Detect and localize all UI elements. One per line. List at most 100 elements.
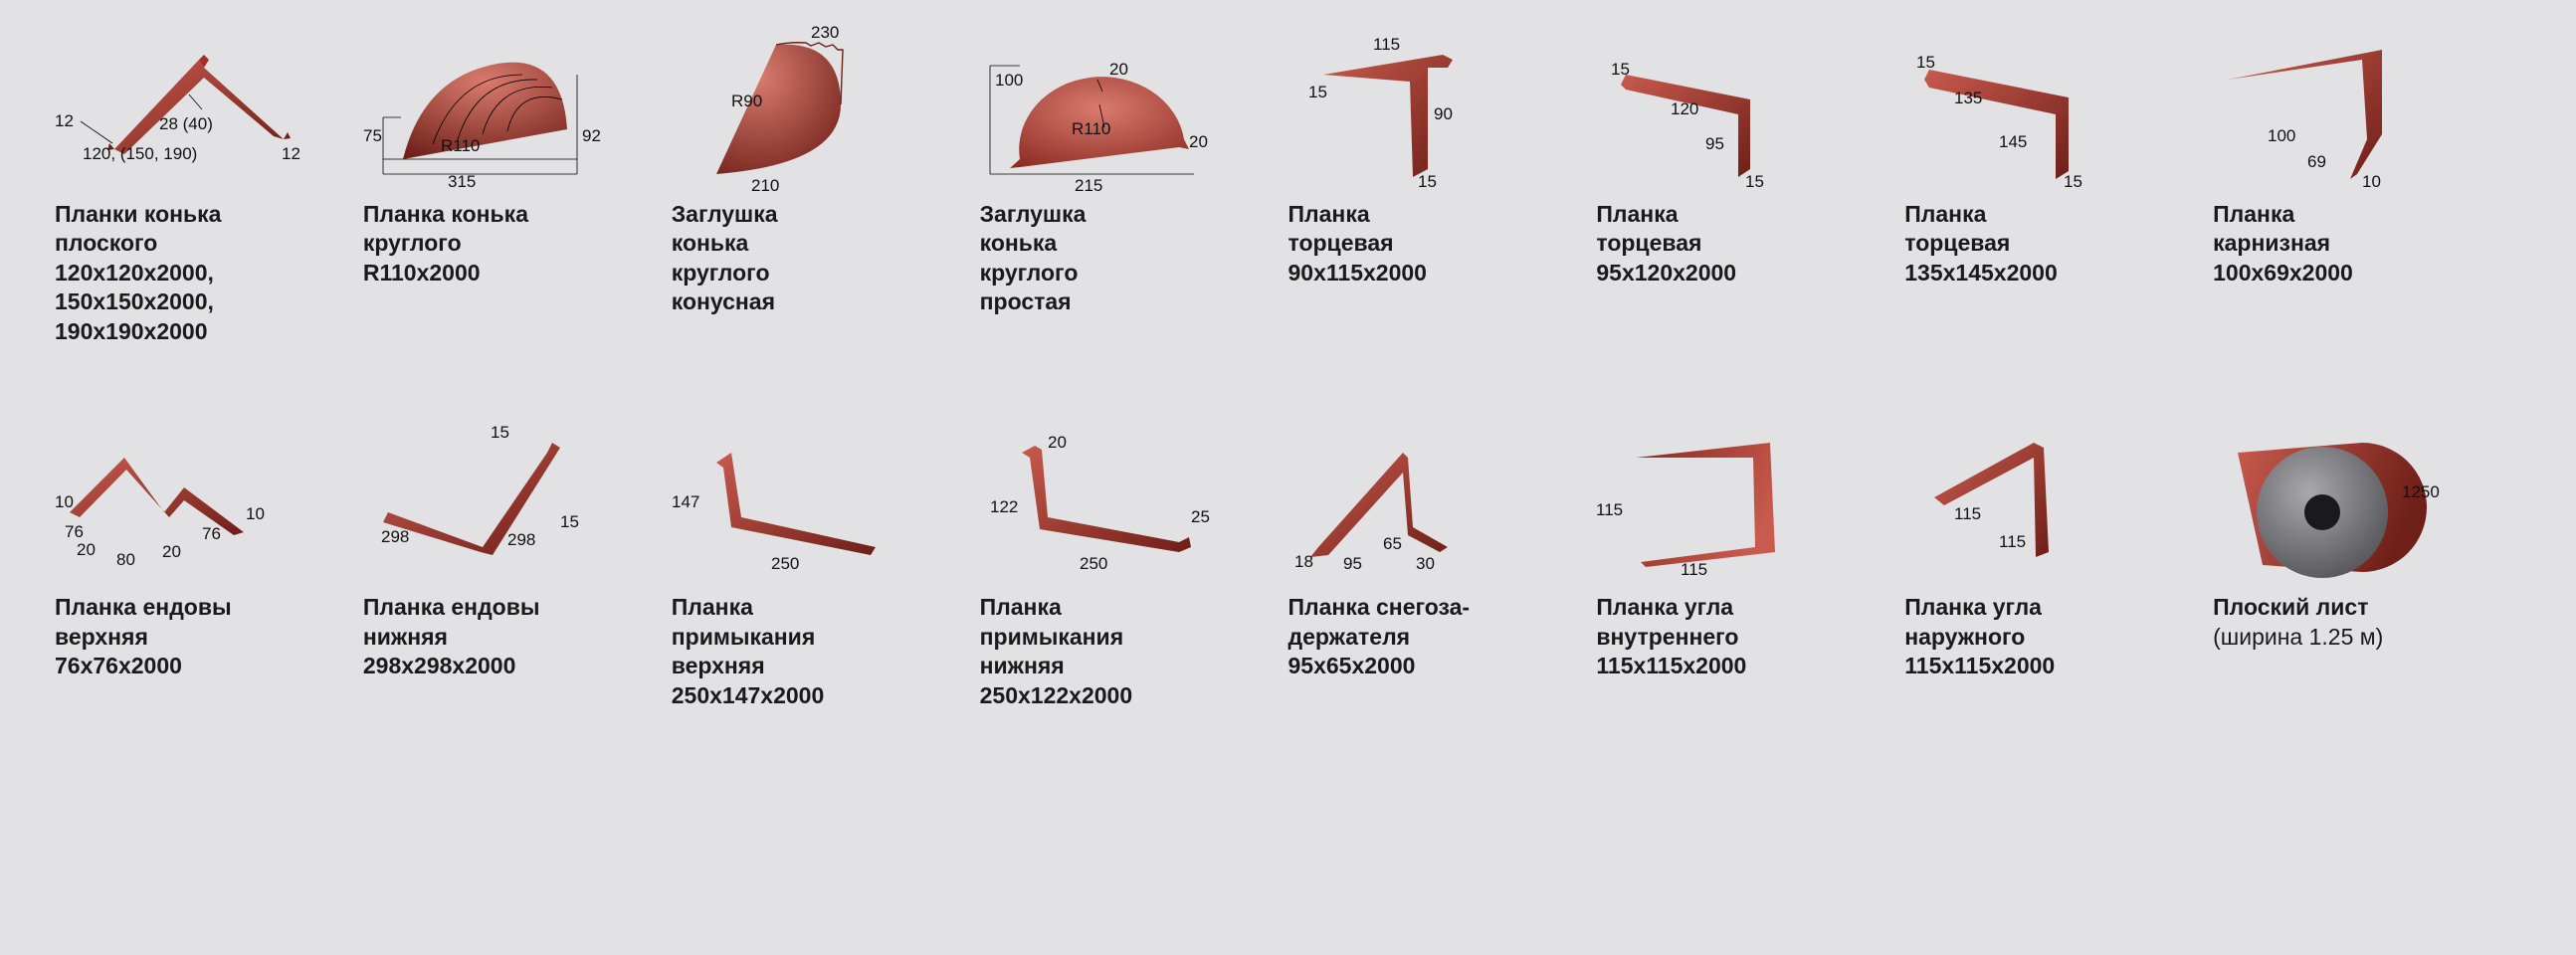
item-valley-top: 10 76 20 80 20 76 10 Планка ендовы верхн… — [55, 398, 363, 710]
item-flat-ridge: 12 28 (40) 120, (150, 190) 12 Планки кон… — [55, 20, 363, 346]
item-end-90: 115 15 90 15 Планка торцевая 90x115x2000 — [1288, 20, 1597, 346]
svg-text:80: 80 — [116, 550, 135, 569]
drawing-cone-cap: 230 R90 210 — [672, 20, 970, 194]
svg-text:250: 250 — [1080, 554, 1107, 573]
svg-text:18: 18 — [1294, 552, 1313, 571]
item-angle-in: 115 115 Планка угла внутреннего 115x115x… — [1596, 398, 1904, 710]
item-end-95: 15 120 95 15 Планка торцевая 95x120x2000 — [1596, 20, 1904, 346]
caption: Планка угла внутреннего 115x115x2000 — [1596, 593, 1894, 680]
row-1: 12 28 (40) 120, (150, 190) 12 Планки кон… — [55, 20, 2521, 346]
svg-text:75: 75 — [363, 126, 382, 145]
caption: Планки конька плоского 120x120x2000, 150… — [55, 200, 353, 346]
item-plain-cap: 20 100 R110 215 20 Заглушка конька кругл… — [980, 20, 1288, 346]
svg-text:10: 10 — [55, 492, 74, 511]
svg-text:76: 76 — [65, 522, 84, 541]
svg-text:95: 95 — [1343, 554, 1362, 573]
svg-text:115: 115 — [1954, 504, 1981, 523]
svg-text:315: 315 — [448, 172, 476, 191]
caption: Планка ендовы верхняя 76x76x2000 — [55, 593, 353, 680]
svg-text:76: 76 — [202, 524, 221, 543]
catalog-page: 12 28 (40) 120, (150, 190) 12 Планки кон… — [0, 0, 2576, 955]
item-eave: 100 69 10 Планка карнизная 100x69x2000 — [2213, 20, 2521, 346]
svg-text:15: 15 — [2064, 172, 2082, 191]
svg-text:10: 10 — [2362, 172, 2381, 191]
row-2: 10 76 20 80 20 76 10 Планка ендовы верхн… — [55, 398, 2521, 710]
svg-text:20: 20 — [1048, 433, 1067, 452]
svg-text:215: 215 — [1075, 176, 1102, 195]
caption: Планка угла наружного 115x115x2000 — [1904, 593, 2203, 680]
svg-text:R90: R90 — [731, 92, 762, 110]
drawing-abut-top: 147 250 — [672, 398, 970, 587]
svg-text:15: 15 — [1418, 172, 1437, 191]
drawing-plain-cap: 20 100 R110 215 20 — [980, 20, 1279, 194]
drawing-valley-bottom: 15 298 298 15 — [363, 398, 662, 587]
svg-text:145: 145 — [1999, 132, 2027, 151]
svg-text:92: 92 — [582, 126, 601, 145]
svg-text:115: 115 — [1373, 35, 1400, 54]
svg-text:30: 30 — [1416, 554, 1435, 573]
svg-text:15: 15 — [560, 512, 579, 531]
svg-text:135: 135 — [1954, 89, 1982, 107]
caption: Заглушка конька круглого простая — [980, 200, 1279, 317]
svg-text:R110: R110 — [1072, 119, 1110, 138]
svg-text:12: 12 — [282, 144, 300, 163]
svg-text:69: 69 — [2307, 152, 2326, 171]
caption: Планка торцевая 95x120x2000 — [1596, 200, 1894, 287]
caption: Планка снегоза- держателя 95x65x2000 — [1288, 593, 1587, 680]
svg-text:10: 10 — [246, 504, 265, 523]
svg-text:298: 298 — [507, 530, 535, 549]
svg-text:28 (40): 28 (40) — [159, 114, 213, 133]
svg-text:115: 115 — [1681, 560, 1707, 579]
caption: Планка конька круглого R110x2000 — [363, 200, 662, 287]
svg-text:95: 95 — [1705, 134, 1724, 153]
caption: Планка ендовы нижняя 298x298x2000 — [363, 593, 662, 680]
item-end-135: 15 135 145 15 Планка торцевая 135x145x20… — [1904, 20, 2213, 346]
drawing-valley-top: 10 76 20 80 20 76 10 — [55, 398, 353, 587]
svg-text:20: 20 — [1189, 132, 1208, 151]
svg-text:120: 120 — [1671, 99, 1698, 118]
svg-text:65: 65 — [1383, 534, 1402, 553]
caption: Плоский лист (ширина 1.25 м) — [2213, 593, 2511, 652]
drawing-abut-bottom: 20 122 250 25 — [980, 398, 1279, 587]
item-round-ridge: 75 R110 315 92 Планка конька круглого R1… — [363, 20, 672, 346]
svg-text:120, (150, 190): 120, (150, 190) — [83, 144, 197, 163]
svg-text:15: 15 — [491, 423, 509, 442]
caption: Планка торцевая 90x115x2000 — [1288, 200, 1587, 287]
caption: Заглушка конька круглого конусная — [672, 200, 970, 317]
svg-text:R110: R110 — [441, 136, 480, 155]
svg-text:15: 15 — [1308, 83, 1327, 101]
drawing-eave: 100 69 10 — [2213, 20, 2511, 194]
svg-text:20: 20 — [162, 542, 181, 561]
svg-text:115: 115 — [1596, 500, 1623, 519]
svg-text:15: 15 — [1916, 53, 1935, 72]
caption: Планка примыкания верхняя 250x147x2000 — [672, 593, 970, 710]
svg-text:230: 230 — [811, 23, 839, 42]
drawing-angle-out: 115 115 — [1904, 398, 2203, 587]
drawing-end-90: 115 15 90 15 — [1288, 20, 1587, 194]
svg-text:12: 12 — [55, 111, 74, 130]
caption: Планка примыкания нижняя 250x122x2000 — [980, 593, 1279, 710]
item-valley-bottom: 15 298 298 15 Планка ендовы нижняя 298x2… — [363, 398, 672, 710]
item-cone-cap: 230 R90 210 Заглушка конька круглого кон… — [672, 20, 980, 346]
svg-text:90: 90 — [1434, 104, 1453, 123]
item-angle-out: 115 115 Планка угла наружного 115x115x20… — [1904, 398, 2213, 710]
item-snow: 18 95 65 30 Планка снегоза- держателя 95… — [1288, 398, 1597, 710]
svg-text:250: 250 — [771, 554, 799, 573]
drawing-snow: 18 95 65 30 — [1288, 398, 1587, 587]
svg-text:15: 15 — [1611, 60, 1630, 79]
svg-text:100: 100 — [995, 71, 1023, 90]
svg-text:298: 298 — [381, 527, 409, 546]
item-flat-sheet: 1250 Плоский лист (ширина 1.25 м) — [2213, 398, 2521, 710]
svg-text:1250: 1250 — [2402, 482, 2440, 501]
item-abut-top: 147 250 Планка примыкания верхняя 250x14… — [672, 398, 980, 710]
drawing-end-135: 15 135 145 15 — [1904, 20, 2203, 194]
drawing-flat-ridge: 12 28 (40) 120, (150, 190) 12 — [55, 20, 353, 194]
svg-text:25: 25 — [1191, 507, 1210, 526]
svg-text:210: 210 — [751, 176, 779, 195]
drawing-round-ridge: 75 R110 315 92 — [363, 20, 662, 194]
caption: Планка торцевая 135x145x2000 — [1904, 200, 2203, 287]
caption: Планка карнизная 100x69x2000 — [2213, 200, 2511, 287]
drawing-end-95: 15 120 95 15 — [1596, 20, 1894, 194]
svg-text:20: 20 — [1109, 60, 1128, 79]
svg-text:122: 122 — [990, 497, 1018, 516]
